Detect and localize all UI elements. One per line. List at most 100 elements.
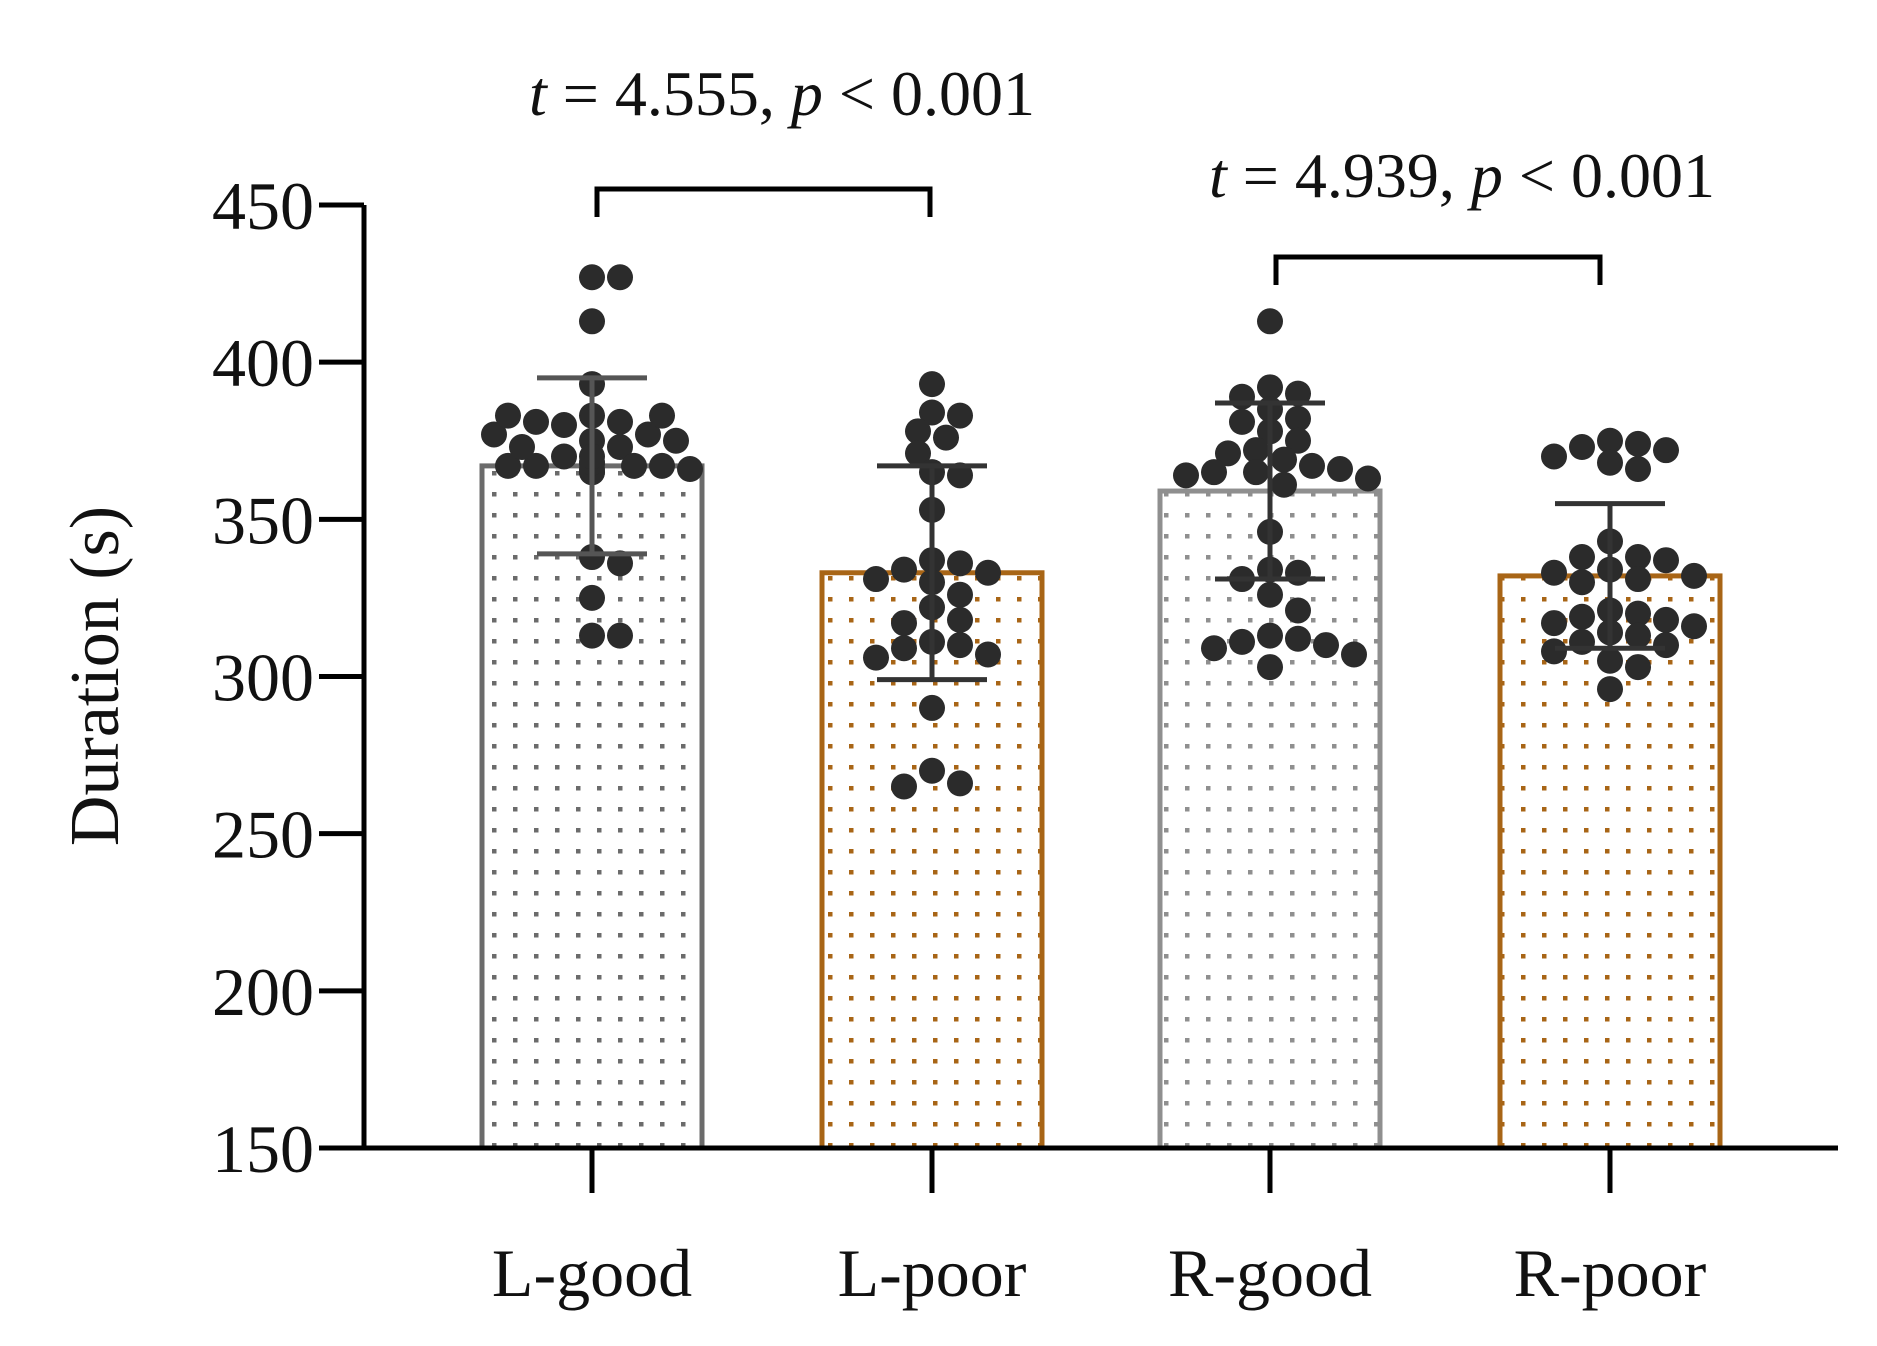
axes: 150 200 250 300 350 400 450 L-good L-poor R-good R…: [57, 168, 1838, 1311]
point-l-good-25: [523, 408, 549, 435]
point-l-poor-5: [905, 440, 931, 467]
point-r-poor-29: [1597, 676, 1623, 703]
x-tick-label-l-poor: L-poor: [838, 1235, 1027, 1311]
point-r-good-18: [1271, 471, 1297, 498]
point-r-good-17: [1355, 465, 1381, 492]
point-r-good-24: [1285, 597, 1311, 624]
point-r-poor-24: [1569, 628, 1595, 655]
point-l-poor-20: [947, 632, 973, 659]
point-l-good-27: [495, 402, 521, 429]
point-r-poor-20: [1541, 610, 1567, 637]
y-tick-label-350: 350: [212, 482, 314, 558]
point-r-good-5: [1285, 405, 1311, 432]
point-r-good-25: [1257, 622, 1283, 649]
point-r-good-23: [1257, 581, 1283, 608]
error-bar-l-good: [537, 375, 647, 557]
point-l-good-2: [579, 308, 605, 335]
point-r-good-15: [1201, 459, 1227, 486]
point-l-good-31: [579, 622, 605, 649]
point-l-good-7: [635, 421, 661, 448]
point-l-poor-23: [863, 644, 889, 671]
y-tick-label-150: 150: [212, 1111, 314, 1187]
point-l-good-12: [621, 452, 647, 479]
point-l-poor-12: [975, 559, 1001, 586]
point-r-poor-23: [1625, 622, 1651, 649]
point-l-good-22: [509, 434, 535, 461]
point-r-good-8: [1285, 427, 1311, 454]
point-l-good-16: [677, 456, 703, 483]
x-tick-label-l-good: L-good: [492, 1235, 692, 1311]
y-tick-label-300: 300: [212, 640, 314, 716]
point-r-poor-28: [1625, 654, 1651, 681]
point-l-poor-1: [919, 399, 945, 426]
point-l-good-10: [551, 443, 577, 470]
point-l-good-9: [607, 434, 633, 461]
point-l-good-24: [481, 421, 507, 448]
bar-l-good: [479, 463, 705, 1151]
point-l-poor-17: [947, 606, 973, 633]
point-r-good-21: [1285, 559, 1311, 586]
x-tick-label-r-good: R-good: [1168, 1235, 1372, 1311]
point-l-good-0: [579, 264, 605, 291]
point-r-good-13: [1327, 456, 1353, 483]
point-r-poor-0: [1597, 427, 1623, 454]
point-r-poor-15: [1569, 569, 1595, 596]
point-l-poor-26: [947, 770, 973, 797]
y-tick-label-250: 250: [212, 797, 314, 873]
point-l-good-32: [607, 622, 633, 649]
point-r-good-2: [1285, 380, 1311, 407]
annotation-text-2: t = 4.939, p < 0.001: [1209, 140, 1715, 211]
point-l-good-30: [579, 584, 605, 611]
point-l-good-5: [607, 408, 633, 435]
point-r-good-26: [1285, 625, 1311, 652]
point-l-poor-18: [891, 610, 917, 637]
point-l-poor-27: [891, 773, 917, 800]
point-l-good-28: [579, 544, 605, 571]
error-bars-layer: [537, 375, 1665, 683]
point-r-poor-9: [1569, 544, 1595, 571]
point-l-poor-11: [891, 556, 917, 583]
point-r-good-28: [1313, 632, 1339, 659]
point-l-poor-21: [891, 635, 917, 662]
point-r-poor-14: [1625, 566, 1651, 593]
point-l-good-1: [607, 264, 633, 291]
point-l-good-29: [607, 550, 633, 577]
point-l-poor-0: [919, 371, 945, 398]
point-l-poor-24: [919, 694, 945, 721]
annotations: t = 4.555, p < 0.001 t = 4.939, p < 0.001: [529, 58, 1715, 285]
annotation-text-1: t = 4.555, p < 0.001: [529, 58, 1035, 129]
point-l-poor-13: [863, 566, 889, 593]
point-r-poor-27: [1597, 647, 1623, 674]
point-r-poor-6: [1625, 456, 1651, 483]
point-r-good-1: [1257, 374, 1283, 401]
point-l-good-13: [523, 452, 549, 479]
point-r-poor-5: [1597, 449, 1623, 476]
point-r-poor-12: [1541, 559, 1567, 586]
point-l-poor-2: [947, 402, 973, 429]
point-r-good-16: [1173, 462, 1199, 489]
y-tick-label-400: 400: [212, 325, 314, 401]
point-r-poor-18: [1569, 603, 1595, 630]
point-r-poor-26: [1541, 638, 1567, 665]
point-r-good-6: [1229, 408, 1255, 435]
point-r-poor-3: [1653, 437, 1679, 464]
y-tick-label-200: 200: [212, 954, 314, 1030]
point-r-good-27: [1229, 628, 1255, 655]
point-l-good-26: [649, 402, 675, 429]
y-axis-title: Duration (s): [57, 506, 134, 846]
point-r-poor-17: [1625, 600, 1651, 627]
point-l-good-14: [649, 452, 675, 479]
y-tick-label-450: 450: [212, 168, 314, 244]
point-l-poor-22: [975, 641, 1001, 668]
point-r-poor-10: [1653, 547, 1679, 574]
point-r-good-10: [1215, 440, 1241, 467]
x-tick-label-r-poor: R-poor: [1514, 1235, 1707, 1311]
point-r-good-14: [1243, 459, 1269, 486]
point-r-good-0: [1257, 308, 1283, 335]
point-r-poor-1: [1625, 430, 1651, 457]
point-l-poor-15: [947, 581, 973, 608]
point-r-good-11: [1271, 446, 1297, 473]
point-r-good-31: [1257, 654, 1283, 681]
point-r-poor-13: [1681, 562, 1707, 589]
